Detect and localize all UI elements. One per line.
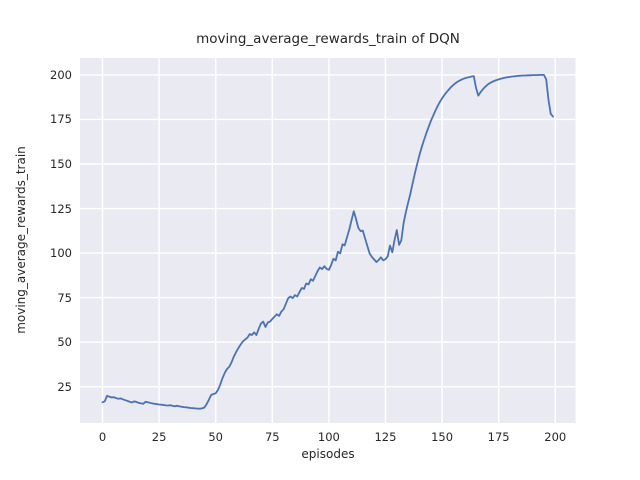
y-tick-label: 50 [57,335,72,350]
x-tick-label: 175 [487,430,510,444]
y-tick-label: 150 [50,156,72,171]
y-tick-label: 200 [50,67,72,82]
x-tick-label: 125 [374,430,397,444]
plot-area [80,58,576,423]
y-tick-label: 175 [50,112,72,127]
x-tick-label: 200 [544,430,567,444]
x-tick-label: 50 [208,430,223,444]
chart-title: moving_average_rewards_train of DQN [196,31,460,47]
x-tick-label: 100 [317,430,340,444]
y-axis-label: moving_average_rewards_train [14,146,28,334]
x-tick-label: 25 [151,430,167,444]
x-tick-label: 150 [431,430,454,444]
x-axis-label: episodes [301,447,355,461]
y-tick-label: 100 [50,246,72,261]
x-tick-label: 75 [264,430,280,444]
reward-line [101,74,554,410]
y-tick-label: 25 [57,379,72,394]
x-tick-label: 0 [98,430,107,444]
y-tick-label: 75 [57,290,72,305]
y-tick-label: 125 [50,201,72,216]
